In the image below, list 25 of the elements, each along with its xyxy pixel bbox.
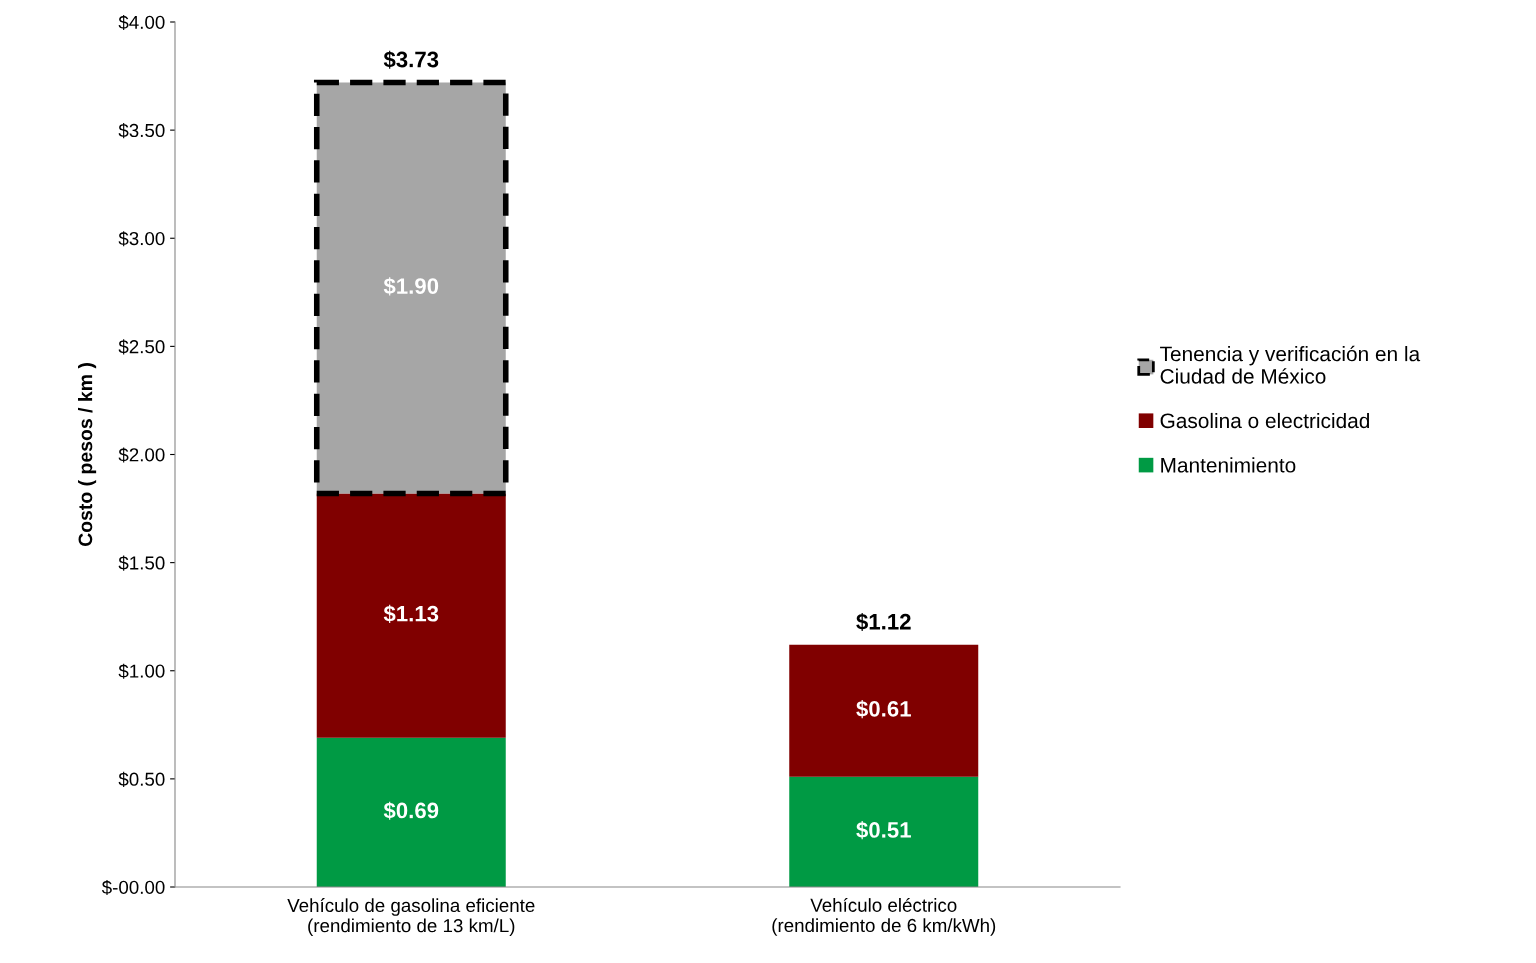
data-label: $0.61 — [856, 700, 911, 719]
y-tick-label: $2.50 — [118, 339, 165, 355]
data-label: $0.69 — [383, 801, 439, 820]
bar — [789, 644, 979, 777]
y-axis-title: Costo ( pesos / km ) — [78, 363, 97, 547]
data-label: $0.51 — [856, 821, 911, 840]
total-label: $3.73 — [383, 50, 439, 69]
legend-label: Mantenimiento — [1161, 457, 1296, 473]
y-tick-label: $-00.00 — [101, 879, 165, 896]
legend-label: Gasolina o electricidad — [1160, 412, 1370, 429]
y-tick-label: $2.00 — [118, 447, 165, 463]
bar — [789, 776, 979, 887]
total-label: $1.12 — [856, 612, 911, 632]
y-tick-label: $1.50 — [118, 555, 165, 571]
x-tick-label: Vehículo eléctrico (rendimiento de 6 km/kWh) — [772, 897, 996, 936]
data-label: $1.90 — [383, 277, 439, 296]
data-label: $1.13 — [383, 604, 439, 623]
y-tick-label: $0.50 — [118, 771, 165, 787]
y-tick-label: $4.00 — [118, 14, 165, 31]
x-tick-label: Vehículo de gasolina eficiente (rendimiento de 13 km/L) — [287, 898, 535, 936]
bar — [316, 737, 506, 887]
y-tick-label: $1.00 — [118, 663, 165, 679]
y-tick-label: $3.50 — [118, 123, 165, 139]
y-tick-label: $3.00 — [118, 231, 165, 247]
legend-label: Tenencia y verificación en la Ciudad de México — [1160, 345, 1421, 384]
